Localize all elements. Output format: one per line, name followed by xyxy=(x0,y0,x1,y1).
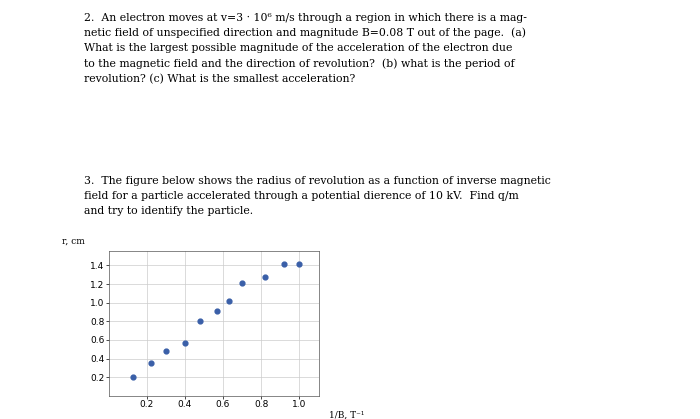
Point xyxy=(294,260,305,267)
Point xyxy=(195,318,206,325)
Point xyxy=(145,360,156,367)
Point xyxy=(179,339,190,346)
Text: 3.  The figure below shows the radius of revolution as a function of inverse mag: 3. The figure below shows the radius of … xyxy=(84,176,551,216)
Point xyxy=(127,374,139,380)
Point xyxy=(279,260,290,267)
Point xyxy=(211,308,223,314)
Text: 1/B, T⁻¹: 1/B, T⁻¹ xyxy=(329,411,365,419)
Point xyxy=(223,297,235,304)
Point xyxy=(237,280,248,287)
Point xyxy=(260,273,271,280)
Text: 2.  An electron moves at v=3 · 10⁶ m/s through a region in which there is a mag-: 2. An electron moves at v=3 · 10⁶ m/s th… xyxy=(84,13,527,84)
Point xyxy=(160,348,172,354)
Text: r, cm: r, cm xyxy=(62,237,85,246)
